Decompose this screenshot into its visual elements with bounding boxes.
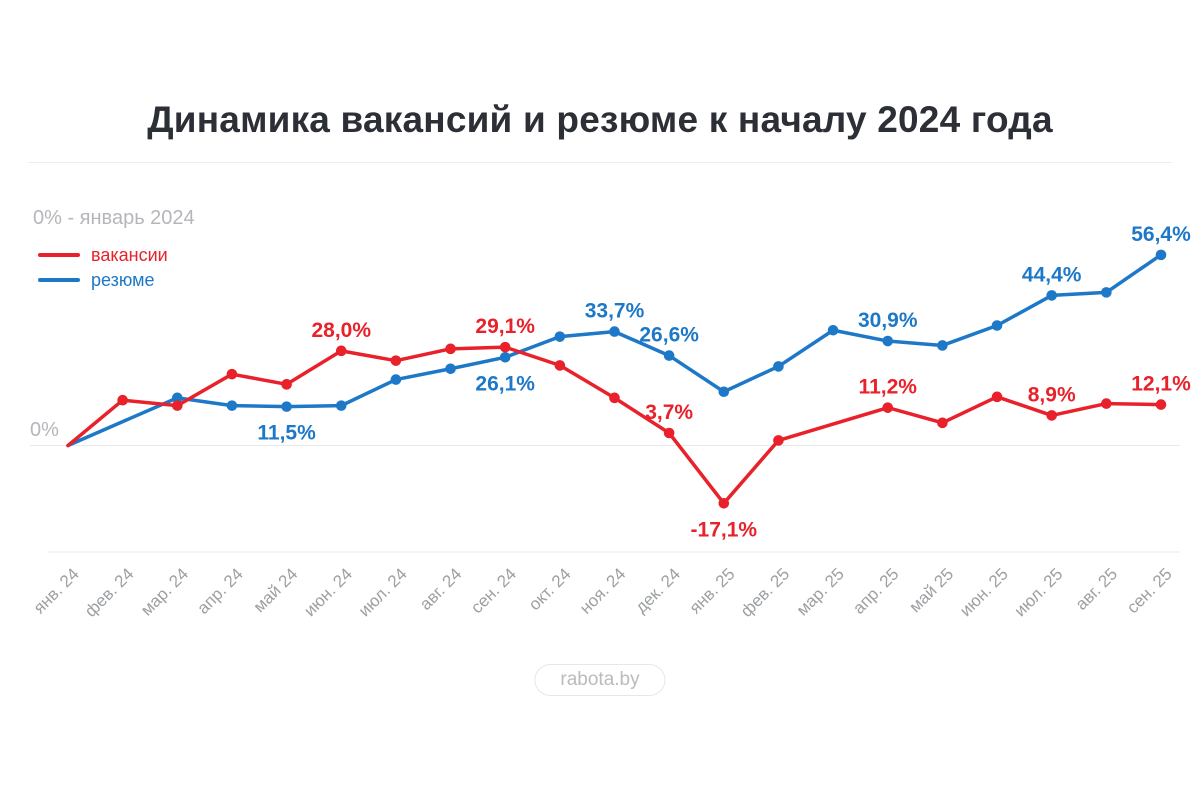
резюме-point-4 (281, 401, 292, 412)
резюме-point-8 (499, 351, 511, 363)
вакансии-point-8 (499, 341, 511, 353)
вакансии-point-1 (117, 394, 128, 406)
x-axis-label-17: июн. 25 (956, 564, 1012, 620)
вакансии-point-11 (663, 427, 675, 439)
резюме-value-label-10: 33,7% (585, 300, 645, 323)
вакансии-point-7 (445, 343, 456, 355)
резюме-point-2 (172, 392, 183, 404)
x-axis-label-4: май 24 (250, 564, 302, 616)
резюме-value-label-15: 30,9% (858, 309, 918, 332)
вакансии-point-6 (390, 355, 402, 366)
resumes-line-swatch-icon (38, 278, 80, 282)
x-axis-label-11: дек. 24 (632, 564, 684, 616)
legend: вакансии резюме (38, 246, 168, 289)
резюме-point-15 (882, 335, 894, 347)
резюме-point-12 (718, 386, 730, 398)
резюме-line (66, 253, 1163, 448)
вакансии-point-18 (1046, 410, 1057, 421)
резюме-point-3 (226, 400, 238, 411)
series-layer: 11,5% 26,1% 33,7%26,6% 30,9% 44,4% 56,4% 28,0%… (66, 223, 1191, 541)
series-вакансии: 28,0% 29,1% 3,7% -17,1% 11,2% 8,9% 12,1% (66, 315, 1191, 541)
резюме-point-17 (991, 320, 1003, 331)
резюме-point-20 (1155, 249, 1167, 261)
x-axis-label-13: фев. 25 (737, 564, 793, 620)
x-axis-label-20: сен. 25 (1123, 564, 1176, 617)
вакансии-point-9 (554, 360, 566, 371)
title-divider (28, 162, 1172, 163)
резюме-point-19 (1101, 287, 1112, 298)
вакансии-point-10 (609, 392, 620, 404)
x-axis-label-15: апр. 25 (849, 564, 902, 617)
вакансии-point-16 (937, 417, 948, 429)
вакансии-point-20 (1155, 399, 1167, 410)
резюме-value-label-20: 56,4% (1131, 223, 1191, 246)
x-axis-label-2: мар. 24 (137, 564, 192, 619)
вакансии-value-label-15: 11,2% (859, 376, 918, 399)
резюме-point-6 (390, 374, 402, 385)
x-axis-label-19: авг. 25 (1072, 564, 1121, 613)
x-axis-label-1: фев. 24 (81, 564, 137, 620)
вакансии-point-4 (281, 379, 292, 390)
резюме-value-label-11: 26,6% (639, 324, 699, 347)
резюме-point-7 (445, 363, 456, 375)
вакансии-value-label-8: 29,1% (475, 315, 535, 338)
резюме-point-18 (1046, 290, 1057, 301)
x-axis-label-18: июл. 25 (1011, 564, 1067, 620)
y-axis-zero-label: 0% (30, 419, 59, 441)
вакансии-value-label-20: 12,1% (1131, 373, 1191, 396)
вакансии-value-label-12: -17,1% (691, 518, 758, 541)
x-axis-label-0: янв. 24 (30, 564, 83, 617)
резюме-point-13 (773, 361, 784, 372)
вакансии-point-17 (991, 391, 1003, 403)
вакансии-value-label-11: 3,7% (645, 401, 693, 424)
x-axis-label-8: сен. 24 (467, 564, 520, 617)
резюме-point-11 (663, 350, 675, 361)
x-axis-label-3: апр. 24 (193, 564, 246, 617)
legend-label-resumes: резюме (91, 270, 155, 290)
vacancies-line-swatch-icon (38, 253, 80, 257)
резюме-point-16 (937, 340, 948, 351)
brand-badge: rabota.by (534, 664, 666, 696)
вакансии-point-12 (718, 497, 730, 509)
x-axis-label-14: мар. 25 (793, 564, 848, 619)
x-axis-label-7: авг. 24 (416, 564, 465, 613)
x-axis-label-5: июн. 24 (300, 564, 356, 620)
baseline-note: 0% - январь 2024 (33, 207, 195, 229)
резюме-point-10 (609, 326, 620, 337)
резюме-value-label-8: 26,1% (475, 372, 535, 395)
x-axis-label-9: окт. 24 (525, 564, 575, 614)
chart-title: Динамика вакансий и резюме к началу 2024… (147, 99, 1053, 140)
вакансии-point-5 (335, 345, 347, 357)
вакансии-point-13 (773, 435, 784, 446)
резюме-point-9 (554, 331, 566, 342)
резюме-value-label-18: 44,4% (1022, 263, 1082, 286)
x-axis-label-16: май 25 (905, 564, 957, 616)
вакансии-point-2 (172, 400, 183, 411)
вакансии-value-label-5: 28,0% (311, 319, 371, 342)
резюме-point-5 (335, 400, 347, 411)
вакансии-value-label-18: 8,9% (1028, 383, 1076, 406)
brand-badge-label: rabota.by (560, 669, 640, 690)
series-резюме: 11,5% 26,1% 33,7%26,6% 30,9% 44,4% 56,4% (66, 223, 1191, 448)
вакансии-point-3 (226, 368, 238, 380)
legend-item-vacancies: вакансии (38, 246, 168, 264)
вакансии-point-15 (882, 402, 894, 413)
legend-label-vacancies: вакансии (91, 245, 168, 265)
x-axis-label-10: ноя. 24 (576, 564, 629, 617)
резюме-point-14 (827, 324, 839, 336)
вакансии-point-19 (1101, 398, 1112, 409)
x-axis-label-12: янв. 25 (686, 564, 739, 617)
x-axis-label-6: июл. 24 (355, 564, 411, 620)
legend-item-resumes: резюме (38, 271, 168, 289)
резюме-value-label-4: 11,5% (257, 422, 316, 445)
вакансии-line (66, 345, 1163, 506)
